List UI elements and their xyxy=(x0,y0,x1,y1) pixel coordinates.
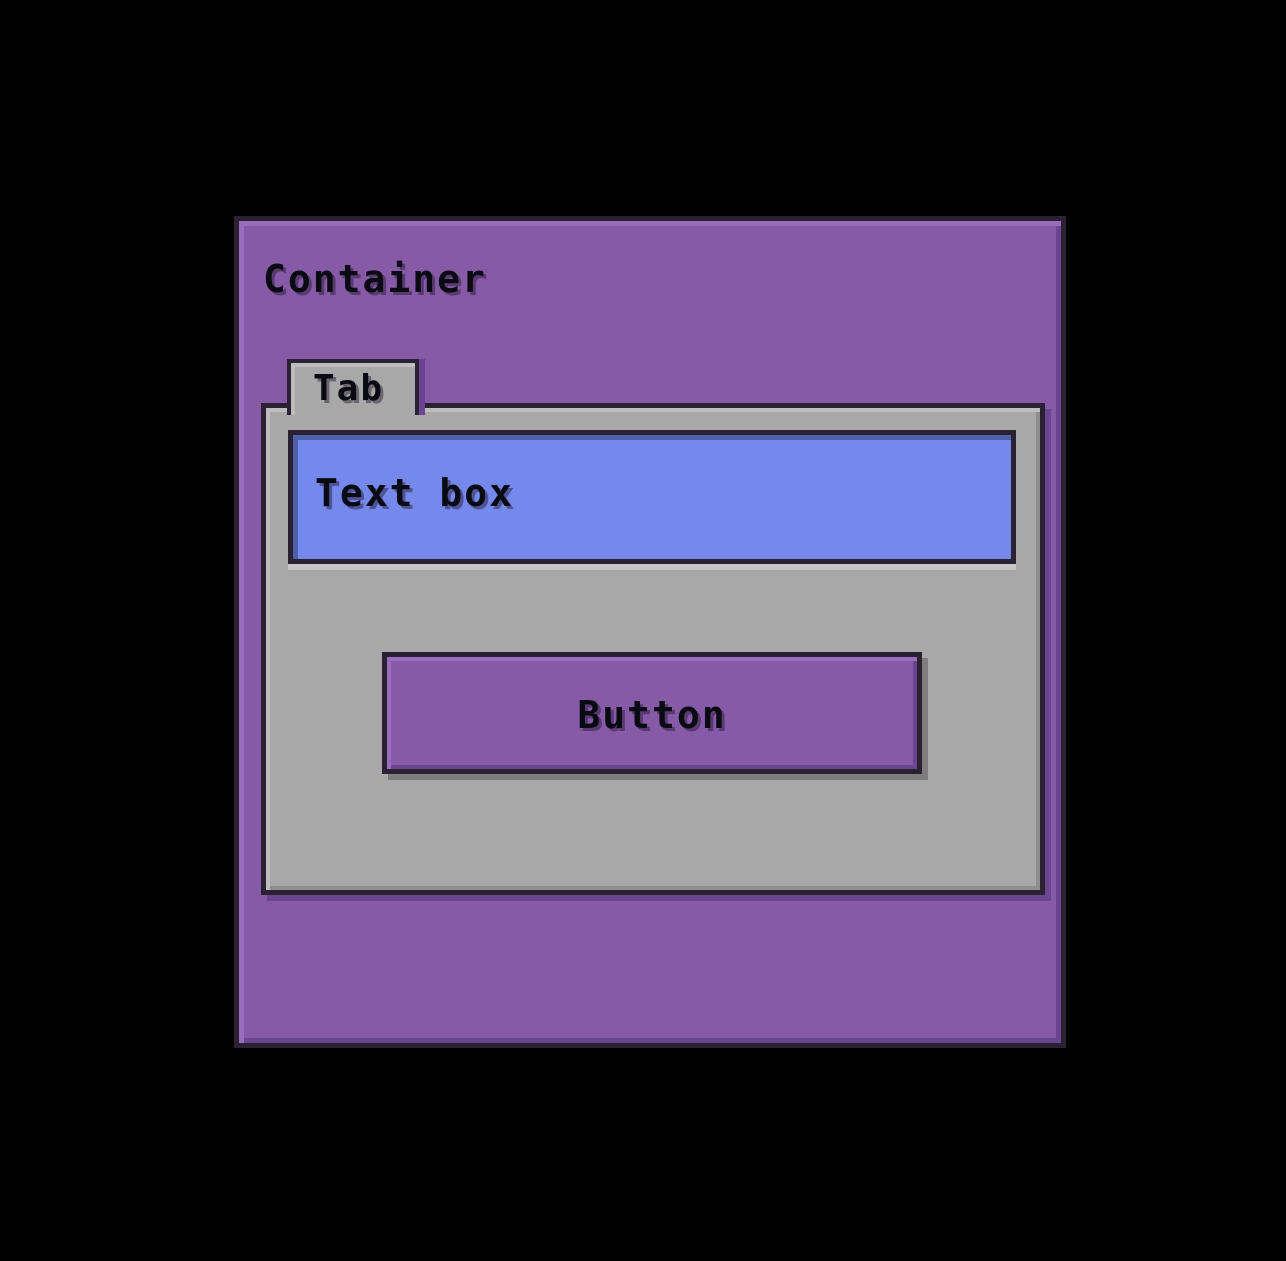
text-box-value: Text box xyxy=(315,471,515,515)
container-title: Container xyxy=(263,257,487,301)
tab-panel: Text box Button xyxy=(261,403,1045,895)
tab-label: Tab xyxy=(313,368,385,409)
container-window: Container Tab Text box Button xyxy=(234,216,1066,1048)
text-box-input[interactable]: Text box xyxy=(288,430,1016,564)
tab-header[interactable]: Tab xyxy=(287,359,419,415)
button-label: Button xyxy=(577,693,727,737)
main-button[interactable]: Button xyxy=(382,652,922,774)
